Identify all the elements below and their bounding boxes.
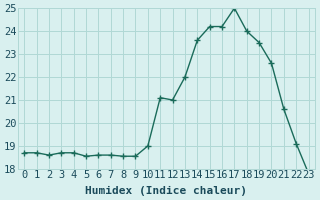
- X-axis label: Humidex (Indice chaleur): Humidex (Indice chaleur): [85, 186, 247, 196]
